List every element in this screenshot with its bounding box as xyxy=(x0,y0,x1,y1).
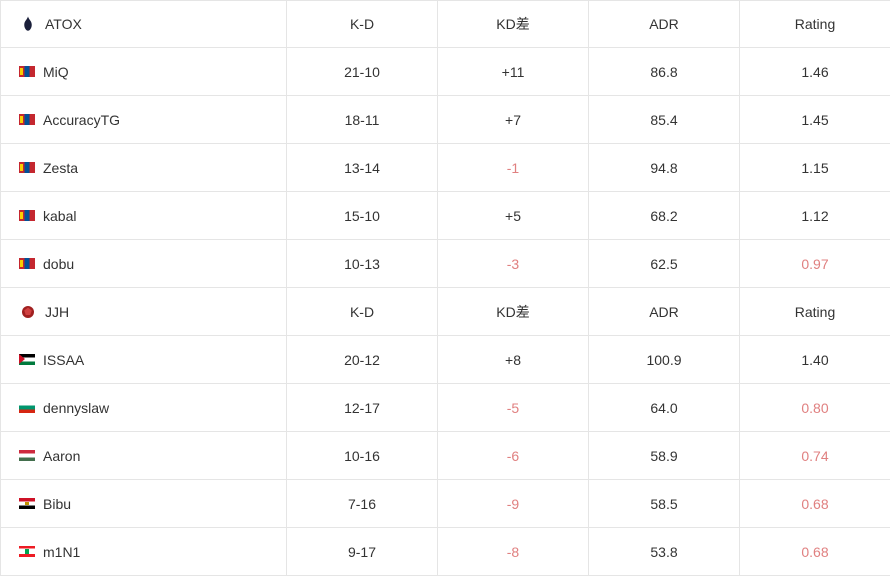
player-name[interactable]: Aaron xyxy=(43,448,80,464)
player-kd-diff: -8 xyxy=(438,528,589,575)
player-name-cell: dobu xyxy=(1,240,287,287)
player-name-cell: AccuracyTG xyxy=(1,96,287,143)
player-name-cell: Zesta xyxy=(1,144,287,191)
player-kd-diff: -9 xyxy=(438,480,589,527)
player-kd: 9-17 xyxy=(287,528,438,575)
flag-icon xyxy=(19,162,35,173)
player-name[interactable]: dobu xyxy=(43,256,74,272)
player-row[interactable]: Aaron 10-16 -6 58.9 0.74 xyxy=(0,432,890,480)
player-name-cell: Bibu xyxy=(1,480,287,527)
player-name[interactable]: Bibu xyxy=(43,496,71,512)
player-kd-diff: +7 xyxy=(438,96,589,143)
player-kd-diff: -1 xyxy=(438,144,589,191)
player-rating: 1.45 xyxy=(740,96,890,143)
player-adr: 53.8 xyxy=(589,528,740,575)
player-row[interactable]: dennyslaw 12-17 -5 64.0 0.80 xyxy=(0,384,890,432)
player-rating: 0.68 xyxy=(740,480,890,527)
player-kd: 10-13 xyxy=(287,240,438,287)
col-kd-diff[interactable]: KD差 xyxy=(438,288,589,335)
team-logo-icon xyxy=(19,15,37,33)
col-adr[interactable]: ADR xyxy=(589,288,740,335)
player-adr: 64.0 xyxy=(589,384,740,431)
team-logo-icon xyxy=(19,303,37,321)
player-name[interactable]: m1N1 xyxy=(43,544,80,560)
player-kd: 13-14 xyxy=(287,144,438,191)
player-kd: 15-10 xyxy=(287,192,438,239)
player-kd-diff: -3 xyxy=(438,240,589,287)
flag-icon xyxy=(19,546,35,557)
player-name[interactable]: ISSAA xyxy=(43,352,84,368)
player-name[interactable]: AccuracyTG xyxy=(43,112,120,128)
player-row[interactable]: Bibu 7-16 -9 58.5 0.68 xyxy=(0,480,890,528)
flag-icon xyxy=(19,402,35,413)
player-adr: 68.2 xyxy=(589,192,740,239)
player-rating: 0.80 xyxy=(740,384,890,431)
player-rating: 0.97 xyxy=(740,240,890,287)
player-rating: 0.68 xyxy=(740,528,890,575)
player-adr: 58.5 xyxy=(589,480,740,527)
player-kd: 7-16 xyxy=(287,480,438,527)
player-row[interactable]: Zesta 13-14 -1 94.8 1.15 xyxy=(0,144,890,192)
player-name-cell: MiQ xyxy=(1,48,287,95)
player-adr: 62.5 xyxy=(589,240,740,287)
player-row[interactable]: m1N1 9-17 -8 53.8 0.68 xyxy=(0,528,890,576)
player-kd-diff: +8 xyxy=(438,336,589,383)
flag-icon xyxy=(19,114,35,125)
player-adr: 58.9 xyxy=(589,432,740,479)
team-header-row: ATOX K-D KD差 ADR Rating xyxy=(0,0,890,48)
flag-icon xyxy=(19,258,35,269)
player-adr: 94.8 xyxy=(589,144,740,191)
col-rating[interactable]: Rating xyxy=(740,1,890,47)
team-name: ATOX xyxy=(45,16,82,32)
team-name-cell: JJH xyxy=(1,288,287,335)
player-row[interactable]: ISSAA 20-12 +8 100.9 1.40 xyxy=(0,336,890,384)
team-name: JJH xyxy=(45,304,69,320)
player-kd-diff: -6 xyxy=(438,432,589,479)
player-rating: 1.15 xyxy=(740,144,890,191)
player-name[interactable]: dennyslaw xyxy=(43,400,109,416)
player-adr: 100.9 xyxy=(589,336,740,383)
player-kd: 10-16 xyxy=(287,432,438,479)
player-kd-diff: +11 xyxy=(438,48,589,95)
player-name[interactable]: MiQ xyxy=(43,64,69,80)
flag-icon xyxy=(19,66,35,77)
col-rating[interactable]: Rating xyxy=(740,288,890,335)
player-adr: 86.8 xyxy=(589,48,740,95)
player-rating: 1.12 xyxy=(740,192,890,239)
player-kd: 18-11 xyxy=(287,96,438,143)
col-kd-diff[interactable]: KD差 xyxy=(438,1,589,47)
col-kd[interactable]: K-D xyxy=(287,1,438,47)
player-row[interactable]: AccuracyTG 18-11 +7 85.4 1.45 xyxy=(0,96,890,144)
player-kd: 21-10 xyxy=(287,48,438,95)
stats-table: ATOX K-D KD差 ADR Rating MiQ 21-10 +11 86… xyxy=(0,0,890,576)
player-name-cell: dennyslaw xyxy=(1,384,287,431)
player-rating: 1.46 xyxy=(740,48,890,95)
player-name-cell: kabal xyxy=(1,192,287,239)
player-adr: 85.4 xyxy=(589,96,740,143)
flag-icon xyxy=(19,498,35,509)
player-kd: 20-12 xyxy=(287,336,438,383)
flag-icon xyxy=(19,354,35,365)
player-rating: 1.40 xyxy=(740,336,890,383)
team-header-row: JJH K-D KD差 ADR Rating xyxy=(0,288,890,336)
player-name-cell: m1N1 xyxy=(1,528,287,575)
player-name-cell: ISSAA xyxy=(1,336,287,383)
player-name-cell: Aaron xyxy=(1,432,287,479)
col-adr[interactable]: ADR xyxy=(589,1,740,47)
player-rating: 0.74 xyxy=(740,432,890,479)
player-row[interactable]: kabal 15-10 +5 68.2 1.12 xyxy=(0,192,890,240)
player-kd-diff: +5 xyxy=(438,192,589,239)
col-kd[interactable]: K-D xyxy=(287,288,438,335)
player-kd-diff: -5 xyxy=(438,384,589,431)
team-name-cell: ATOX xyxy=(1,1,287,47)
flag-icon xyxy=(19,450,35,461)
player-name[interactable]: kabal xyxy=(43,208,76,224)
player-row[interactable]: dobu 10-13 -3 62.5 0.97 xyxy=(0,240,890,288)
player-kd: 12-17 xyxy=(287,384,438,431)
flag-icon xyxy=(19,210,35,221)
player-row[interactable]: MiQ 21-10 +11 86.8 1.46 xyxy=(0,48,890,96)
player-name[interactable]: Zesta xyxy=(43,160,78,176)
